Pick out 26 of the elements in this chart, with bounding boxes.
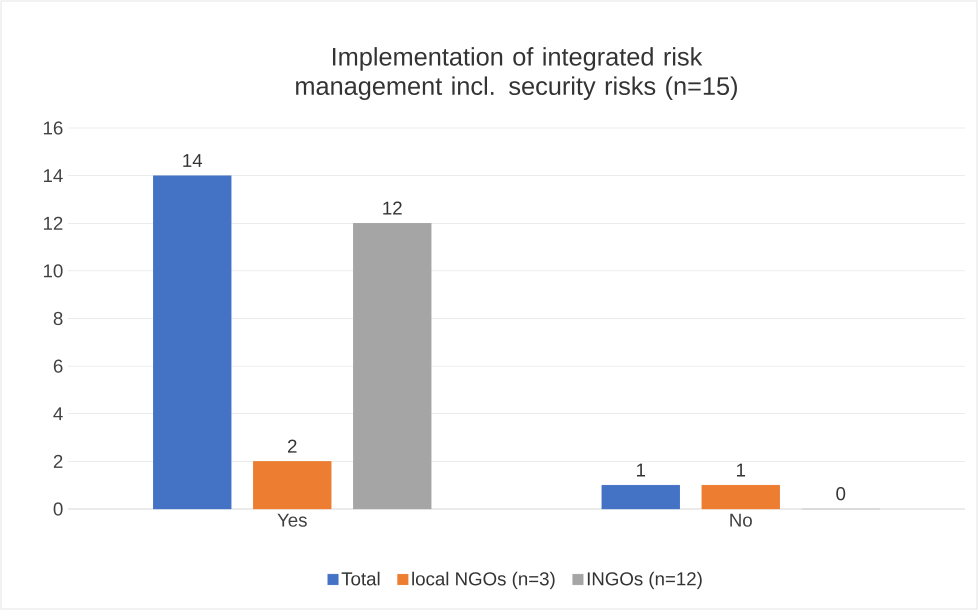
y-tick-label: 2	[54, 454, 62, 468]
bar	[602, 484, 680, 510]
data-label: 1	[636, 464, 646, 476]
data-label: 0	[836, 487, 846, 500]
data-label: 12	[383, 201, 402, 215]
data-label: 14	[183, 154, 202, 167]
y-tick-label: 12	[44, 216, 62, 230]
data-label: 1	[736, 464, 746, 476]
bar	[253, 461, 332, 510]
y-tick-label: 10	[44, 264, 63, 278]
legend-label: INGOs (n=12)	[588, 572, 702, 590]
y-tick-label: 4	[53, 407, 63, 420]
x-tick-label: Yes	[277, 514, 307, 527]
y-tick-label: 14	[44, 169, 63, 182]
chart-title: Implementation of integrated risk management incl. security risks (n=15)	[296, 47, 737, 100]
y-tick-label: 16	[44, 121, 62, 135]
legend-label: local NGOs (n=3)	[412, 572, 555, 590]
x-tick-label: No	[730, 514, 752, 527]
bar	[353, 223, 432, 510]
y-tick-label: 0	[54, 502, 63, 516]
legend-label: Total	[342, 572, 380, 586]
y-tick-label: 6	[54, 359, 62, 373]
bar	[702, 484, 780, 510]
bar	[153, 175, 232, 510]
data-label: 2	[288, 440, 297, 453]
y-tick-label: 8	[54, 312, 62, 326]
